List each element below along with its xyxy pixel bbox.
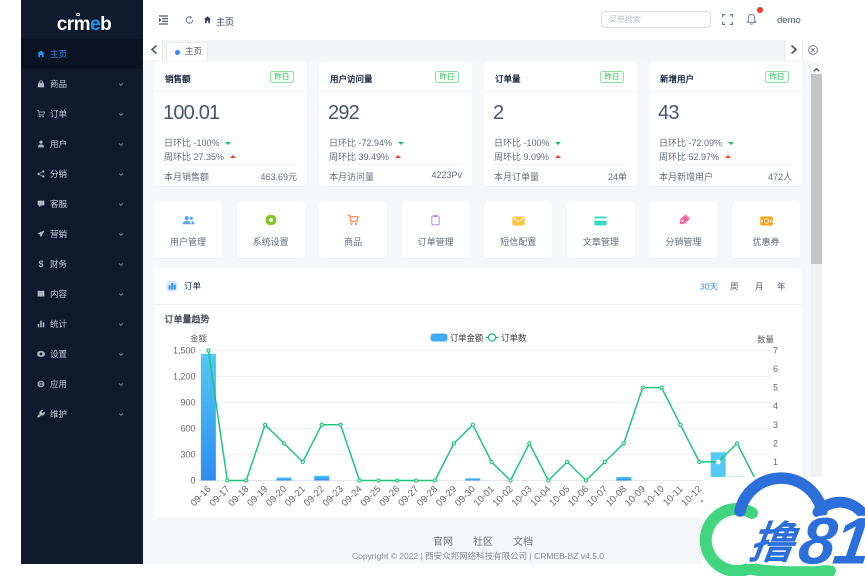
svg-text:10-10: 10-10	[642, 484, 667, 509]
svg-text:900: 900	[180, 398, 195, 408]
svg-text:09-22: 09-22	[302, 484, 327, 509]
svg-text:1: 1	[773, 457, 778, 467]
svg-text:09-17: 09-17	[207, 484, 232, 509]
svg-text:09-23: 09-23	[321, 484, 346, 509]
svg-text:订单金额: 订单金额	[450, 333, 484, 343]
svg-text:09-30: 09-30	[453, 484, 478, 509]
svg-text:300: 300	[180, 450, 195, 460]
svg-text:撸: 撸	[747, 519, 803, 568]
svg-text:10-09: 10-09	[623, 484, 648, 509]
svg-text:3: 3	[773, 420, 778, 430]
svg-text:10-03: 10-03	[510, 484, 535, 509]
svg-text:09-28: 09-28	[415, 484, 440, 509]
svg-text:10-06: 10-06	[566, 484, 591, 509]
svg-text:09-20: 09-20	[264, 484, 289, 509]
svg-text:周: 周	[730, 282, 739, 292]
svg-text:1,200: 1,200	[173, 372, 196, 382]
svg-text:10-12: 10-12	[679, 484, 704, 509]
svg-text:600: 600	[180, 424, 195, 434]
svg-text:订单量趋势: 订单量趋势	[165, 314, 210, 325]
svg-text:订单数: 订单数	[501, 333, 527, 343]
svg-text:10-01: 10-01	[472, 484, 497, 509]
svg-text:5: 5	[773, 383, 778, 393]
svg-text:09-29: 09-29	[434, 484, 459, 509]
svg-text:09-21: 09-21	[283, 484, 308, 509]
svg-text:09-19: 09-19	[245, 484, 270, 509]
svg-text:6: 6	[773, 364, 778, 374]
svg-text:10-02: 10-02	[491, 484, 516, 509]
svg-text:4: 4	[773, 401, 778, 411]
svg-text:数量: 数量	[757, 335, 775, 345]
svg-text:1,500: 1,500	[173, 346, 196, 356]
svg-text:09-25: 09-25	[359, 484, 384, 509]
svg-text:09-18: 09-18	[226, 484, 251, 509]
svg-text:0: 0	[190, 476, 195, 486]
svg-text:10-08: 10-08	[604, 484, 629, 509]
svg-text:年: 年	[777, 282, 786, 292]
svg-text:10-04: 10-04	[528, 484, 553, 509]
svg-text:09-24: 09-24	[340, 484, 365, 509]
svg-text:81: 81	[794, 505, 865, 576]
svg-text:订单: 订单	[184, 281, 202, 291]
svg-text:7: 7	[773, 346, 778, 356]
svg-text:2: 2	[773, 438, 778, 448]
svg-text:金额: 金额	[190, 334, 208, 344]
svg-text:月: 月	[755, 282, 764, 292]
svg-text:09-26: 09-26	[377, 484, 402, 509]
svg-text:10-07: 10-07	[585, 484, 610, 509]
svg-text:09-27: 09-27	[396, 484, 421, 509]
svg-text:10-05: 10-05	[547, 484, 572, 509]
svg-text:09-16: 09-16	[189, 484, 214, 509]
svg-text:30天: 30天	[700, 282, 718, 292]
